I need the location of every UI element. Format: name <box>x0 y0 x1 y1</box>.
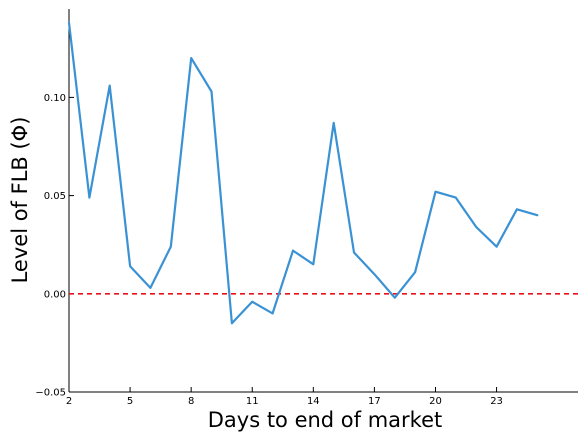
x-tick-label: 8 <box>188 396 194 407</box>
series-group <box>67 21 539 325</box>
chart-axes <box>68 9 578 393</box>
x-tick-label: 11 <box>246 396 259 407</box>
x-tick-label: 17 <box>368 396 381 407</box>
x-axis-title: Days to end of market <box>208 408 443 432</box>
y-tick-label: 0.05 <box>44 191 66 202</box>
x-tick-label: 23 <box>490 396 503 407</box>
x-tick-label: 5 <box>127 396 133 407</box>
x-tick-label: 2 <box>66 396 72 407</box>
x-tick-label: 14 <box>307 396 320 407</box>
chart-ticks: 2 5 8 11 14 17 20 23 −0.05 0.00 0.05 0.10 <box>35 93 503 407</box>
y-tick-label: 0.00 <box>44 289 66 300</box>
y-axis-title: Level of FLB (Φ) <box>8 117 32 284</box>
x-tick-label: 20 <box>429 396 442 407</box>
series-line <box>67 21 539 325</box>
y-tick-label: −0.05 <box>35 388 66 399</box>
y-tick-label: 0.10 <box>44 93 66 104</box>
